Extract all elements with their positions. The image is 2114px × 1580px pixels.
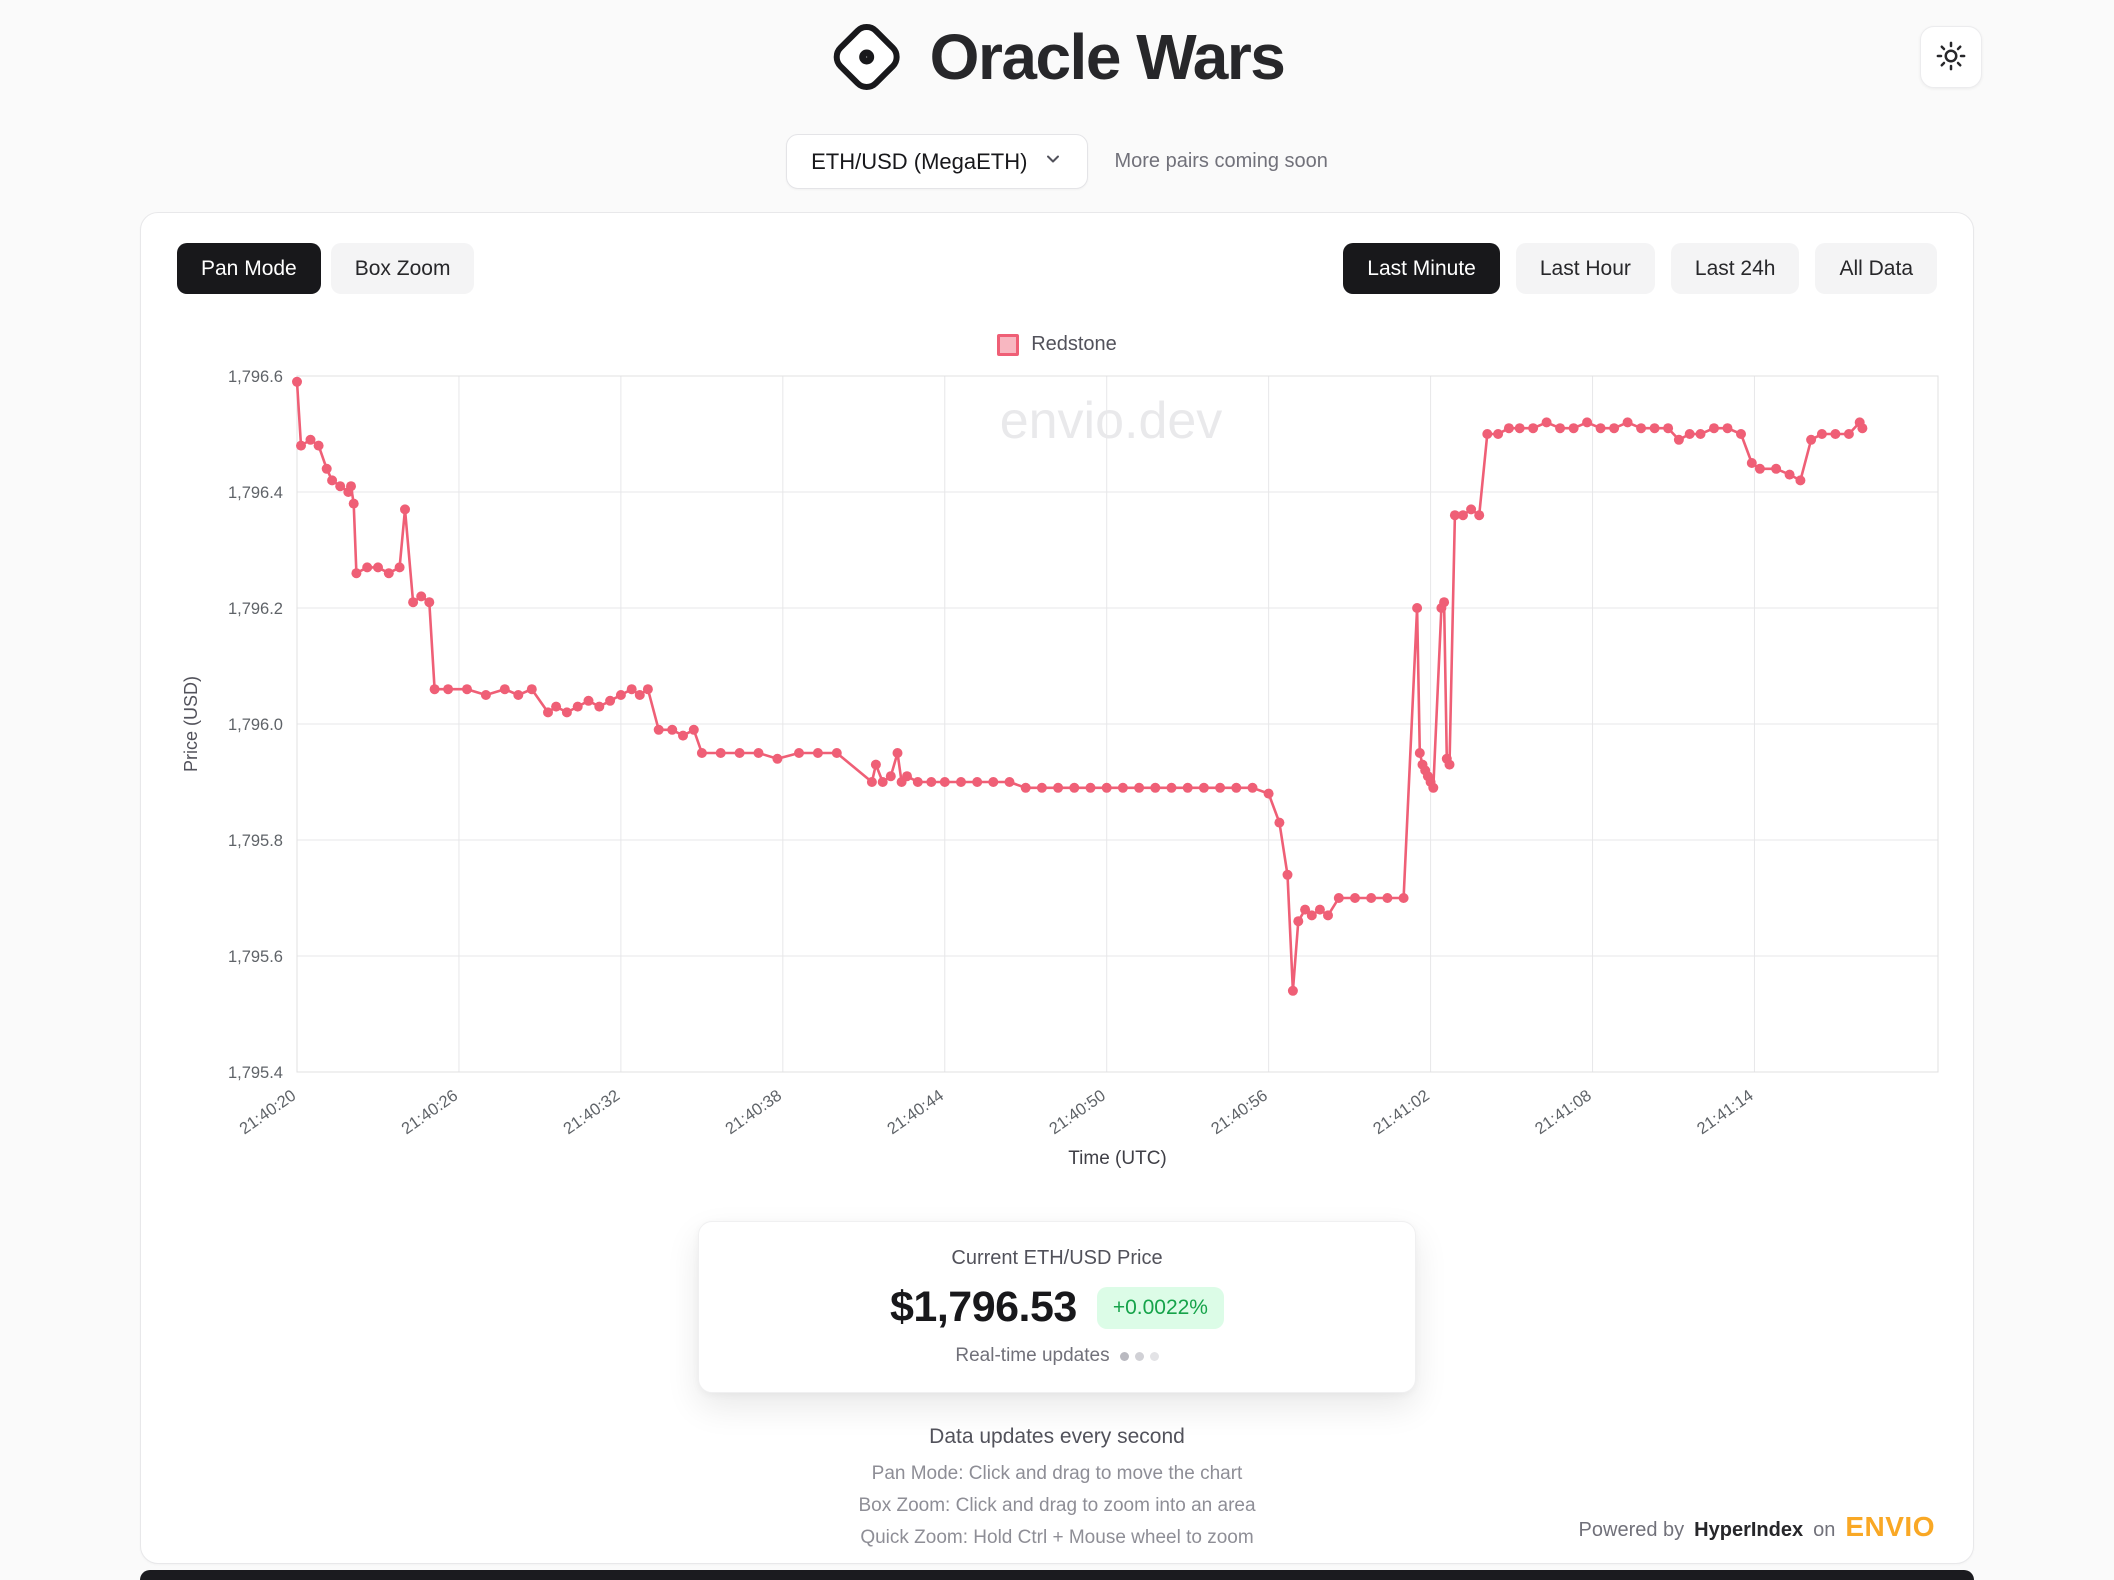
range-last-minute-button[interactable]: Last Minute xyxy=(1343,243,1500,294)
hyperindex-link[interactable]: HyperIndex xyxy=(1694,1519,1804,1541)
page-title: Oracle Wars xyxy=(929,21,1286,93)
price-card-label: Current ETH/USD Price xyxy=(951,1247,1163,1269)
pan-mode-button[interactable]: Pan Mode xyxy=(177,243,321,294)
chart-legend[interactable]: Redstone xyxy=(141,333,1973,356)
mode-button-group: Pan Mode Box Zoom xyxy=(177,243,475,294)
price-card: Current ETH/USD Price $1,796.53 +0.0022%… xyxy=(698,1221,1416,1393)
usage-hints: Data updates every second Pan Mode: Clic… xyxy=(141,1425,1973,1554)
hint-box-zoom: Box Zoom: Click and drag to zoom into an… xyxy=(858,1495,1256,1516)
svg-text:21:41:08: 21:41:08 xyxy=(1532,1087,1595,1139)
range-last-24h-button[interactable]: Last 24h xyxy=(1670,243,1800,294)
range-last-hour-button[interactable]: Last Hour xyxy=(1515,243,1655,294)
legend-swatch-redstone xyxy=(997,333,1020,356)
svg-text:1,795.6: 1,795.6 xyxy=(228,948,283,966)
svg-text:21:40:50: 21:40:50 xyxy=(1046,1087,1109,1139)
oracle-wars-logo-icon xyxy=(827,17,907,97)
update-frequency-note: Data updates every second xyxy=(929,1425,1185,1448)
svg-text:21:40:32: 21:40:32 xyxy=(560,1087,623,1139)
price-line-chart[interactable]: envio.dev 1,796.6 1,796.4 1,796.2 1,796.0 1,7… xyxy=(173,356,1943,1191)
more-pairs-hint: More pairs coming soon xyxy=(1114,150,1328,172)
price-change-badge: +0.0022% xyxy=(1096,1286,1224,1329)
svg-text:1,796.2: 1,796.2 xyxy=(228,600,283,618)
svg-text:21:40:56: 21:40:56 xyxy=(1208,1087,1271,1139)
chevron-down-icon xyxy=(1043,149,1063,175)
hint-quick-zoom: Quick Zoom: Hold Ctrl + Mouse wheel to z… xyxy=(860,1527,1254,1548)
svg-text:21:40:44: 21:40:44 xyxy=(884,1087,947,1139)
pair-selector-value: ETH/USD (MegaETH) xyxy=(811,148,1028,174)
chart-toolbar: Pan Mode Box Zoom Last Minute Last Hour … xyxy=(177,243,1937,294)
chart-card: Pan Mode Box Zoom Last Minute Last Hour … xyxy=(140,212,1974,1564)
svg-text:Price (USD): Price (USD) xyxy=(181,676,201,772)
svg-text:21:41:02: 21:41:02 xyxy=(1370,1087,1433,1139)
brand-header: Oracle Wars xyxy=(827,17,1286,97)
pair-selector-row: ETH/USD (MegaETH) More pairs coming soon xyxy=(0,134,2114,189)
svg-text:21:40:20: 21:40:20 xyxy=(236,1087,299,1139)
range-all-data-button[interactable]: All Data xyxy=(1815,243,1937,294)
range-button-group: Last Minute Last Hour Last 24h All Data xyxy=(1343,243,1937,294)
svg-text:1,796.4: 1,796.4 xyxy=(228,484,283,502)
svg-text:1,796.0: 1,796.0 xyxy=(228,716,283,734)
svg-text:Time (UTC): Time (UTC) xyxy=(1068,1148,1167,1169)
envio-logo[interactable]: ENVIO xyxy=(1845,1511,1935,1542)
box-zoom-button[interactable]: Box Zoom xyxy=(330,243,475,294)
hint-pan-mode: Pan Mode: Click and drag to move the cha… xyxy=(871,1463,1243,1484)
svg-text:1,796.6: 1,796.6 xyxy=(228,368,283,386)
next-section-peek xyxy=(140,1570,1974,1580)
svg-text:envio.dev: envio.dev xyxy=(1000,392,1223,450)
svg-text:1,795.8: 1,795.8 xyxy=(228,832,283,850)
svg-text:1,795.4: 1,795.4 xyxy=(228,1064,283,1082)
realtime-pulse-dots xyxy=(1119,1351,1159,1361)
sun-icon xyxy=(1936,41,1966,74)
powered-by: Powered by HyperIndex on ENVIO xyxy=(1579,1511,1935,1543)
svg-text:21:40:38: 21:40:38 xyxy=(722,1087,785,1139)
svg-text:21:40:26: 21:40:26 xyxy=(398,1087,461,1139)
powered-by-conj: on xyxy=(1813,1519,1836,1541)
realtime-status-label: Real-time updates xyxy=(955,1345,1110,1366)
pair-selector-dropdown[interactable]: ETH/USD (MegaETH) xyxy=(786,134,1089,189)
svg-text:21:41:14: 21:41:14 xyxy=(1694,1087,1757,1139)
powered-by-prefix: Powered by xyxy=(1578,1519,1685,1541)
theme-toggle-button[interactable] xyxy=(1920,26,1982,88)
current-price-value: $1,796.53 xyxy=(890,1283,1077,1331)
legend-label-redstone: Redstone xyxy=(1031,333,1117,355)
